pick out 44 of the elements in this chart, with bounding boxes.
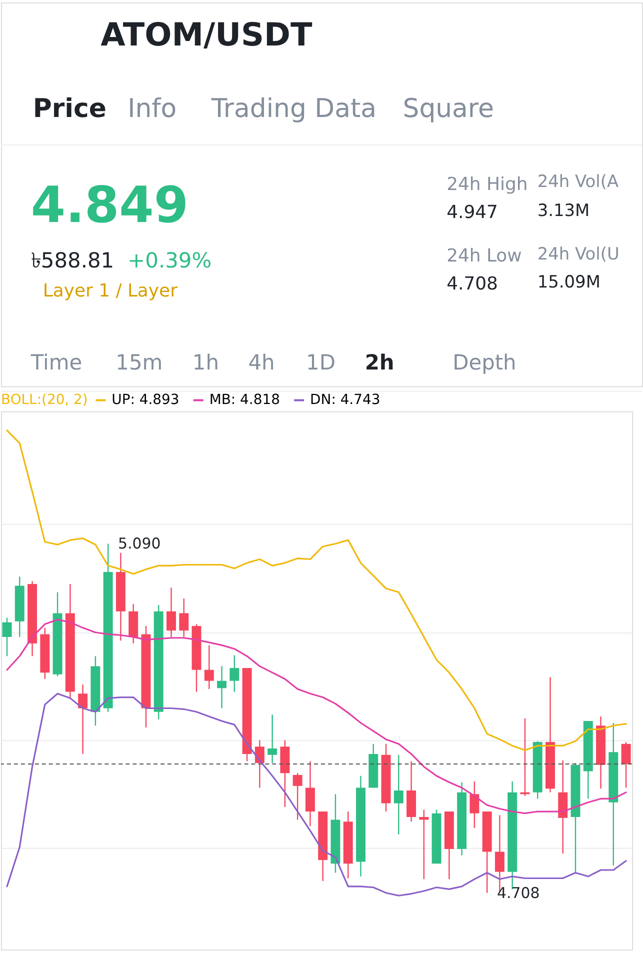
text: 1h [192,350,219,374]
candlestick [268,714,278,764]
text: 3.13M [537,200,590,220]
candlestick [292,772,302,820]
annotation: 5.090 [118,534,161,553]
candlestick [217,666,227,709]
candlestick [204,644,214,690]
annotation: 4.708 [497,884,540,902]
candlestick [305,760,315,827]
candlestick [179,598,189,638]
legend-title: BOLL:(20, 2) [0,392,88,408]
text: 24h Low [446,246,522,267]
text: Price [32,94,106,124]
candlestick [230,654,240,692]
text: 4h [248,350,275,374]
text: 15.09M [537,272,600,292]
text: 4.708 [446,274,498,295]
text: 24h Vol(A [537,170,619,191]
text: Depth [452,350,516,374]
text: 24h High [446,174,528,195]
text: 4.947 [446,202,498,223]
text: Time [30,350,82,374]
text: Info [128,94,177,124]
candlestick [419,809,429,880]
text: 24h Vol(U [537,244,620,264]
text: 2h [364,350,394,374]
legend-label: MB: 4.818 [209,392,280,408]
candlestick [78,684,88,755]
candlestick [621,741,631,788]
legend-label: DN: 4.743 [310,392,380,408]
legend-label: UP: 4.893 [112,392,180,408]
text: Layer 1 / Layer [42,280,178,302]
candlestick [394,754,404,835]
candlestick [2,617,12,657]
candlestick [166,586,176,638]
text: +0.39% [128,248,212,273]
text: 15m [116,350,163,374]
text: Trading Data [210,94,376,124]
text: Square [402,94,494,124]
text: 4.849 [30,176,189,234]
text: ATOM/USDT [100,15,312,54]
text: 1D [306,350,336,374]
text: ৳588.81 [30,248,114,273]
candlestick [470,780,480,829]
